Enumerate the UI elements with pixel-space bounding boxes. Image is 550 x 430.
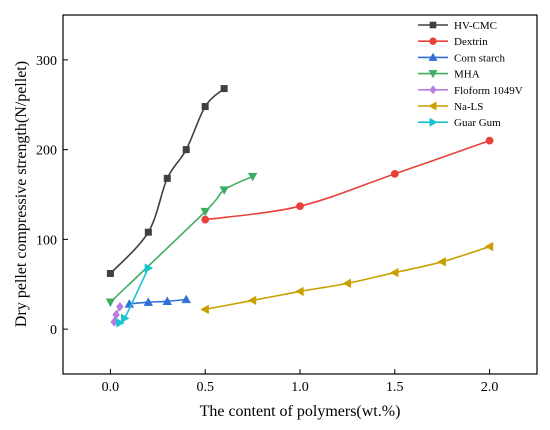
x-tick-label: 2.0 xyxy=(481,380,499,395)
data-point xyxy=(390,169,399,178)
legend-item: Floform 1049V xyxy=(418,85,523,97)
axes: 0.0 0.5 1.0 1.5 2.0 0 100 200 300 xyxy=(36,54,498,395)
data-point xyxy=(200,304,209,315)
data-point xyxy=(429,117,438,127)
data-point xyxy=(201,215,210,224)
series-hv-cmc xyxy=(106,85,228,277)
series-line xyxy=(109,175,253,303)
series-line xyxy=(205,139,490,221)
data-point xyxy=(437,257,446,267)
legend-item: HV-CMC xyxy=(418,20,497,32)
y-tick-label: 200 xyxy=(36,144,57,159)
legend-item: Dextrin xyxy=(418,36,488,48)
x-tick-label: 1.0 xyxy=(291,380,309,395)
data-point xyxy=(429,21,437,29)
series-dextrin xyxy=(201,136,494,224)
data-point xyxy=(247,295,257,306)
y-axis-label: Dry pellet compressive strength(N/pellet… xyxy=(13,61,30,327)
legend-item: MHA xyxy=(418,69,480,81)
y-tick-label: 0 xyxy=(50,323,57,338)
legend-label: Guar Gum xyxy=(454,117,501,129)
series-line xyxy=(129,298,187,305)
x-tick-label: 1.5 xyxy=(386,380,404,395)
data-point xyxy=(120,313,130,324)
data-point xyxy=(105,298,116,308)
series-guar-gum xyxy=(116,263,154,328)
data-point xyxy=(106,269,114,277)
data-point xyxy=(295,286,304,297)
data-point xyxy=(144,263,154,273)
data-point xyxy=(116,318,125,328)
data-point xyxy=(485,136,494,145)
data-point xyxy=(182,146,190,154)
legend-item: Guar Gum xyxy=(418,117,501,129)
series-layer xyxy=(105,85,494,328)
data-point xyxy=(428,101,437,111)
series-line xyxy=(205,245,490,311)
x-tick-label: 0.0 xyxy=(102,380,120,395)
data-point xyxy=(163,174,171,182)
data-point xyxy=(181,294,191,304)
data-point xyxy=(162,296,172,305)
x-tick-label: 0.5 xyxy=(196,380,214,395)
data-point xyxy=(116,302,124,312)
series-corn-starch xyxy=(124,294,191,308)
series-mha xyxy=(105,172,258,308)
legend-item: Na-LS xyxy=(418,101,483,113)
legend-label: MHA xyxy=(454,69,480,81)
legend-label: Dextrin xyxy=(454,36,488,48)
data-point xyxy=(200,207,210,217)
data-point xyxy=(247,172,258,182)
data-point xyxy=(429,85,437,95)
legend-label: HV-CMC xyxy=(454,20,497,32)
data-point xyxy=(484,241,494,252)
data-point xyxy=(429,37,437,45)
data-point xyxy=(143,297,154,306)
data-point xyxy=(296,202,304,211)
data-point xyxy=(201,103,209,111)
data-point xyxy=(342,278,352,289)
legend-item: Corn starch xyxy=(418,52,506,64)
data-point xyxy=(428,52,438,61)
data-point xyxy=(144,228,152,236)
y-tick-label: 100 xyxy=(36,233,57,248)
data-point xyxy=(389,267,399,278)
legend-label: Corn starch xyxy=(454,52,506,64)
x-axis-label: The content of polymers(wt.%) xyxy=(200,403,401,420)
data-point xyxy=(219,186,229,195)
data-point xyxy=(220,85,228,93)
series-line xyxy=(119,267,150,325)
legend-label: Floform 1049V xyxy=(454,85,523,97)
series-floform-1049v xyxy=(110,302,124,327)
legend: HV-CMC Dextrin Corn starch MHA Floform 1049V… xyxy=(418,20,523,129)
data-point xyxy=(428,70,438,79)
data-point xyxy=(112,310,120,320)
y-tick-label: 300 xyxy=(36,54,57,69)
legend-label: Na-LS xyxy=(454,101,483,113)
series-na-ls xyxy=(200,241,494,315)
